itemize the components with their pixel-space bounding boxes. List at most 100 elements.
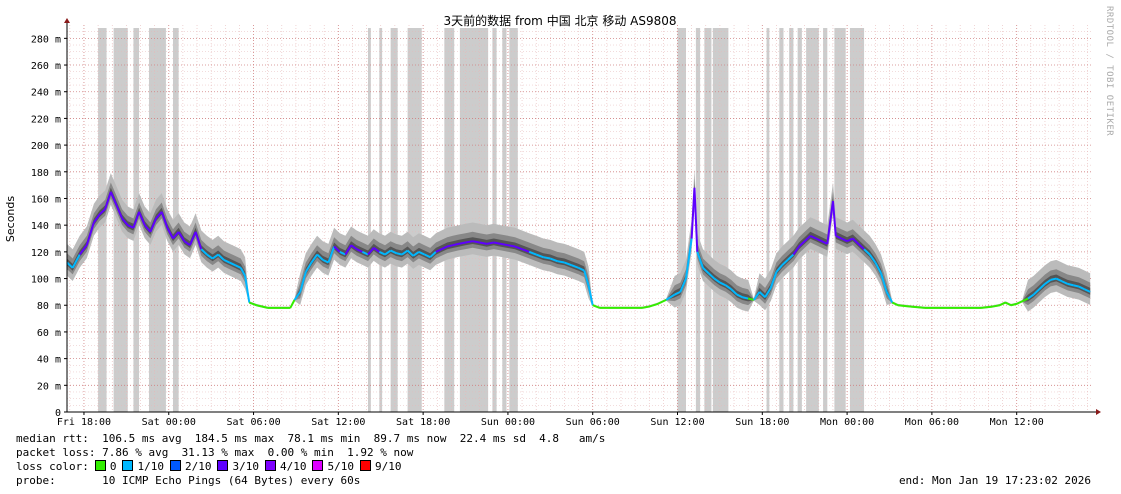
median-segment xyxy=(507,244,516,248)
median-segment xyxy=(880,272,888,293)
loss-color-swatches: 0 1/10 2/10 3/10 4/10 5/10 9/10 xyxy=(89,460,401,473)
x-axis-arrow xyxy=(1096,409,1101,415)
median-segment xyxy=(564,261,572,267)
median-segment xyxy=(239,267,246,277)
median-segment xyxy=(115,204,124,219)
y-tick-label: 220 m xyxy=(31,114,61,125)
median-segment xyxy=(1004,301,1012,307)
median-segment xyxy=(868,253,877,264)
median-segment xyxy=(211,253,219,260)
y-tick-label: 240 m xyxy=(31,88,61,99)
median-segment xyxy=(104,191,112,210)
median-segment xyxy=(775,264,783,273)
loss-swatch-2 xyxy=(169,460,181,471)
median-segment xyxy=(648,302,659,308)
tick-labels: 0 20 m 40 m 60 m 80 m 100 m 120 m 140 m 160 m 180… xyxy=(31,34,1044,428)
loss-swatch-label: 0 xyxy=(109,460,117,473)
chart-title: 3天前的数据 from 中国 北京 移动 AS9808 xyxy=(444,13,677,28)
median-segment xyxy=(183,240,191,247)
y-tick-label: 140 m xyxy=(31,221,61,232)
median-segment xyxy=(418,250,425,256)
loss-swatch-label: 1/10 xyxy=(137,460,164,473)
median-segment xyxy=(730,288,738,296)
median-segment xyxy=(857,243,865,250)
y-tick-label: 120 m xyxy=(31,248,61,259)
loss-shade-8 xyxy=(407,28,422,412)
median-segment xyxy=(248,301,257,307)
loss-swatch-6 xyxy=(359,460,371,471)
median-segment xyxy=(127,224,134,229)
smoke-outer xyxy=(67,169,1091,312)
loss-shade-5 xyxy=(368,28,371,412)
median-segment xyxy=(155,211,163,220)
median-segment xyxy=(521,248,530,253)
y-axis-arrow xyxy=(64,18,70,23)
median-segment xyxy=(479,241,487,245)
x-tick-label: Mon 00:00 xyxy=(820,417,874,428)
loss-shade-18 xyxy=(766,28,770,412)
loss-swatch-0 xyxy=(94,460,106,471)
median-segment xyxy=(1067,282,1074,287)
median-segment xyxy=(1027,293,1035,300)
median-segment xyxy=(109,191,118,206)
median-segment xyxy=(1016,300,1023,305)
median-segment xyxy=(1072,284,1080,288)
median-segment xyxy=(223,258,230,264)
loss-shade-23 xyxy=(823,28,828,412)
median-segment xyxy=(753,291,761,301)
median-segment xyxy=(1044,279,1052,285)
loss-swatch-4 xyxy=(264,460,276,471)
median-segment xyxy=(1038,283,1046,290)
median-segment xyxy=(356,248,363,253)
y-tick-label: 180 m xyxy=(31,168,61,179)
median-segment xyxy=(217,253,225,261)
median-segment xyxy=(724,284,732,291)
loss-swatch-label: 3/10 xyxy=(232,460,259,473)
median-segment xyxy=(549,257,558,263)
median-segment xyxy=(71,254,81,269)
loss-swatch-5 xyxy=(312,460,324,471)
loss-shade-20 xyxy=(789,28,794,412)
median-segment xyxy=(160,211,169,229)
median-segment xyxy=(719,281,726,287)
median-segment xyxy=(657,298,667,305)
median-segment xyxy=(781,259,789,266)
median-segment xyxy=(787,253,795,261)
median-segment xyxy=(486,241,494,245)
median-segment xyxy=(742,296,749,300)
median-segment xyxy=(289,299,296,309)
loss-color-label: loss color: xyxy=(16,460,89,473)
median-segment xyxy=(256,304,268,309)
median-segment xyxy=(792,245,800,256)
loss-shade-16 xyxy=(704,28,712,412)
loss-shade-17 xyxy=(712,28,729,412)
loss-swatch-label: 2/10 xyxy=(184,460,212,473)
median-segment xyxy=(316,253,324,261)
median-segment xyxy=(981,305,993,309)
median-segment xyxy=(674,290,681,296)
median-segment xyxy=(696,251,704,269)
median-segment xyxy=(200,248,208,256)
probe-info: probe: 10 ICMP Echo Pings (64 Bytes) eve… xyxy=(16,474,361,487)
loss-shade-25 xyxy=(849,28,865,412)
median-segment xyxy=(121,217,129,226)
median-segment xyxy=(327,246,336,263)
y-tick-label: 100 m xyxy=(31,275,61,286)
median-segment xyxy=(514,245,523,251)
loss-shade-14 xyxy=(677,28,686,412)
median-segment xyxy=(458,241,466,245)
loss-swatch-label: 5/10 xyxy=(327,460,354,473)
median-segment xyxy=(493,241,502,245)
loss-shade-13 xyxy=(509,28,518,412)
median-segment xyxy=(592,304,601,309)
median-segment xyxy=(93,213,101,224)
median-segment xyxy=(885,291,894,304)
median-segment xyxy=(406,249,414,257)
median-segment xyxy=(910,305,925,309)
rrdtool-watermark: RRDTOOL / TOBI OETIKER xyxy=(1104,6,1114,137)
y-tick-label: 20 m xyxy=(37,381,61,392)
median-segment xyxy=(446,244,454,248)
median-segment xyxy=(98,208,106,216)
y-axis-label: Seconds xyxy=(4,196,17,242)
